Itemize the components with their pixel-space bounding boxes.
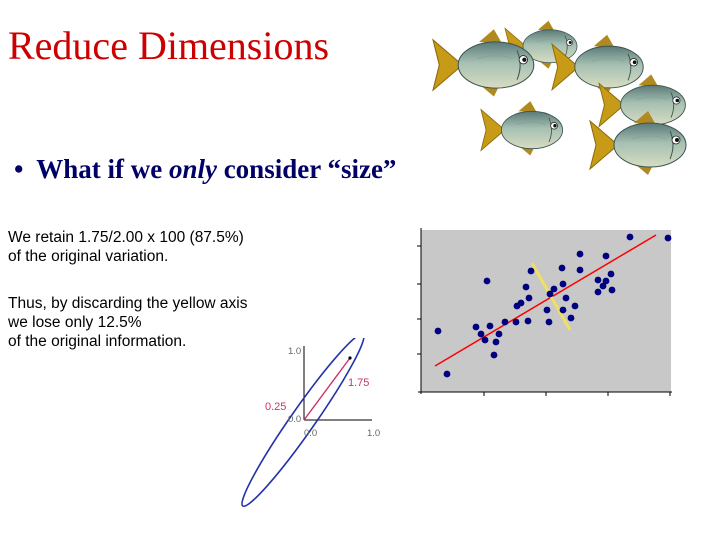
scatter-point [486,322,494,330]
scatter-point [567,314,575,322]
ellipse-point [348,356,352,360]
scatter-point [608,286,616,294]
scatter-point [517,299,525,307]
scatter-point [546,290,554,298]
scatter-point [559,280,567,288]
variation-ellipse [241,338,365,508]
fish-school-illustration [432,20,687,176]
scatter-point [558,264,566,272]
para-line: of the original information. [8,333,187,350]
scatter-point [522,283,530,291]
scatter-point [545,318,553,326]
scatter-point [492,338,500,346]
scatter-point [481,336,489,344]
bullet-marker: • [14,154,24,184]
scatter-point [434,327,442,335]
scatter-point [495,330,503,338]
minor-axis-label: 0.25 [265,401,286,413]
scatter-point [501,318,509,326]
scatter-point [550,285,558,293]
fish-icon [480,100,564,156]
fish-icon [432,28,535,98]
scatter-point [571,302,579,310]
scatter-point [576,266,584,274]
scatter-point [576,250,584,258]
scatter-point [477,330,485,338]
major-axis-label: 1.75 [348,377,369,389]
para-line: Thus, by discarding the yellow axis [8,295,248,312]
bullet-text-before: What if we [36,154,169,184]
scatter-point [483,277,491,285]
scatter-point [525,294,533,302]
bullet-text-emphasis: only [168,154,217,184]
scatter-point [512,318,520,326]
para-line: We retain 1.75/2.00 x 100 (87.5%) [8,229,244,246]
origin-y-label: 0.0 [288,414,301,425]
discarded-axis-paragraph: Thus, by discarding the yellow axis we l… [8,294,248,351]
scatter-point [602,252,610,260]
scatter-point [664,234,672,242]
scatter-point [599,282,607,290]
scatter-point [490,351,498,359]
x-end-label: 1.0 [367,428,380,439]
major-axis-line [303,357,351,421]
scatter-point [543,306,551,314]
scatter-point [527,267,535,275]
minor-axis-line [530,262,572,331]
bullet-point: • What if we only consider “size” [14,154,396,185]
retained-variation-paragraph: We retain 1.75/2.00 x 100 (87.5%) of the… [8,228,244,266]
para-line: we lose only 12.5% [8,314,142,331]
scatter-point [513,302,521,310]
para-line: of the original variation. [8,248,169,265]
fit-line [434,234,657,367]
scatter-point [472,323,480,331]
ellipse-axes-diagram: 1.0 1.75 0.25 0.0 0.0 1.0 [241,338,380,508]
scatter-point [626,233,634,241]
bullet-text-after: consider “size” [216,154,397,184]
scatter-point [524,317,532,325]
scatter-point [594,288,602,296]
scatter-point [594,276,602,284]
scatter-point [607,270,615,278]
scatter-point [562,294,570,302]
origin-x-label: 0.0 [304,428,317,439]
y-top-label: 1.0 [288,346,301,357]
slide-title: Reduce Dimensions [8,23,330,68]
scatter-point [602,277,610,285]
scatter-points [434,233,672,378]
scatter-point [559,306,567,314]
